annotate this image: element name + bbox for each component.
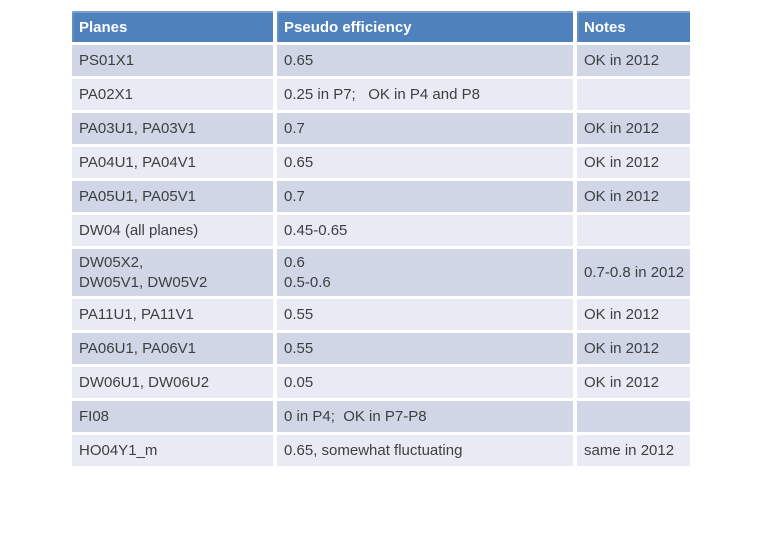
table-row: PA02X1 0.25 in P7; OK in P4 and P8: [72, 79, 690, 113]
cell-planes: DW06U1, DW06U2: [72, 367, 277, 401]
table-row: PA11U1, PA11V1 0.55 OK in 2012: [72, 299, 690, 333]
table-row: PA04U1, PA04V1 0.65 OK in 2012: [72, 147, 690, 181]
table-row: DW04 (all planes) 0.45-0.65: [72, 215, 690, 249]
cell-efficiency: 0.05: [277, 367, 577, 401]
cell-efficiency: 0.25 in P7; OK in P4 and P8: [277, 79, 577, 113]
table-row: PA06U1, PA06V1 0.55 OK in 2012: [72, 333, 690, 367]
table-row: DW06U1, DW06U2 0.05 OK in 2012: [72, 367, 690, 401]
cell-planes: FI08: [72, 401, 277, 435]
cell-efficiency: 0.55: [277, 333, 577, 367]
cell-efficiency: 0.55: [277, 299, 577, 333]
cell-planes: DW05X2, DW05V1, DW05V2: [72, 249, 277, 299]
cell-planes: PS01X1: [72, 45, 277, 79]
cell-notes: same in 2012: [577, 435, 690, 469]
cell-notes: OK in 2012: [577, 367, 690, 401]
cell-notes: [577, 79, 690, 113]
cell-notes: [577, 401, 690, 435]
table-row: PS01X1 0.65 OK in 2012: [72, 45, 690, 79]
cell-efficiency: 0.6 0.5-0.6: [277, 249, 577, 299]
cell-efficiency: 0.65, somewhat fluctuating: [277, 435, 577, 469]
cell-planes: PA03U1, PA03V1: [72, 113, 277, 147]
cell-efficiency: 0 in P4; OK in P7-P8: [277, 401, 577, 435]
table-row: HO04Y1_m 0.65, somewhat fluctuating same…: [72, 435, 690, 469]
cell-notes: OK in 2012: [577, 147, 690, 181]
column-header-planes: Planes: [72, 11, 277, 45]
efficiency-table: Planes Pseudo efficiency Notes PS01X1 0.…: [72, 11, 690, 469]
cell-notes: [577, 215, 690, 249]
cell-efficiency: 0.45-0.65: [277, 215, 577, 249]
header-row: Planes Pseudo efficiency Notes: [72, 11, 690, 45]
cell-planes: PA05U1, PA05V1: [72, 181, 277, 215]
cell-planes: DW04 (all planes): [72, 215, 277, 249]
cell-planes: PA04U1, PA04V1: [72, 147, 277, 181]
cell-notes: OK in 2012: [577, 333, 690, 367]
table-row: PA05U1, PA05V1 0.7 OK in 2012: [72, 181, 690, 215]
table-row: PA03U1, PA03V1 0.7 OK in 2012: [72, 113, 690, 147]
table-row: DW05X2, DW05V1, DW05V2 0.6 0.5-0.6 0.7-0…: [72, 249, 690, 299]
cell-notes: OK in 2012: [577, 45, 690, 79]
cell-efficiency: 0.7: [277, 181, 577, 215]
cell-notes: OK in 2012: [577, 181, 690, 215]
cell-notes: OK in 2012: [577, 299, 690, 333]
cell-planes: PA06U1, PA06V1: [72, 333, 277, 367]
column-header-efficiency: Pseudo efficiency: [277, 11, 577, 45]
cell-efficiency: 0.65: [277, 147, 577, 181]
cell-notes: OK in 2012: [577, 113, 690, 147]
cell-efficiency: 0.7: [277, 113, 577, 147]
cell-planes: HO04Y1_m: [72, 435, 277, 469]
cell-notes: 0.7-0.8 in 2012: [577, 249, 690, 299]
cell-planes: PA02X1: [72, 79, 277, 113]
table-row: FI08 0 in P4; OK in P7-P8: [72, 401, 690, 435]
cell-planes: PA11U1, PA11V1: [72, 299, 277, 333]
cell-efficiency: 0.65: [277, 45, 577, 79]
column-header-notes: Notes: [577, 11, 690, 45]
